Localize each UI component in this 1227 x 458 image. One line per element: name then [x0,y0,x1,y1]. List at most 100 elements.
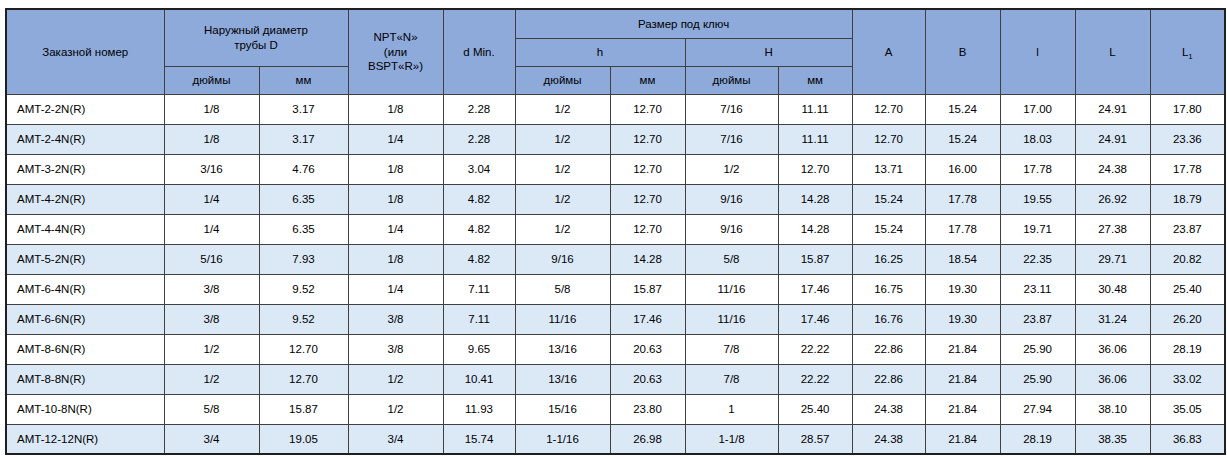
table-cell: 38.35 [1075,424,1150,454]
table-cell: 9.52 [259,304,348,334]
table-cell: 13/16 [515,364,610,394]
table-cell: 35.05 [1150,394,1225,424]
table-cell: 18.54 [925,244,1000,274]
order-number-cell: AMT-8-8N(R) [6,364,164,394]
table-cell: 24.38 [852,394,925,424]
table-cell: 23.11 [1000,274,1075,304]
header-npt: NPT«N» (или BSPT«R») [348,9,443,94]
table-cell: 1/4 [348,274,443,304]
header-b: B [925,9,1000,94]
table-cell: 1/2 [348,364,443,394]
table-cell: 3/4 [164,424,259,454]
table-cell: 20.63 [610,364,685,394]
table-row: AMT-4-2N(R)1/46.351/84.821/212.709/1614.… [6,184,1225,214]
table-cell: 17.00 [1000,94,1075,124]
table-cell: 9/16 [685,184,778,214]
table-cell: 15.87 [610,274,685,304]
table-row: AMT-12-12N(R)3/419.053/415.741-1/1626.98… [6,424,1225,454]
order-number-cell: AMT-5-2N(R) [6,244,164,274]
header-h-cap: H [685,38,852,66]
table-cell: 16.00 [925,154,1000,184]
table-cell: 3/8 [348,304,443,334]
table-cell: 25.40 [1150,274,1225,304]
table-cell: 27.94 [1000,394,1075,424]
table-cell: 21.84 [925,334,1000,364]
table-row: AMT-5-2N(R)5/167.931/84.829/1614.285/815… [6,244,1225,274]
table-cell: 7.11 [443,304,515,334]
table-cell: 6.35 [259,184,348,214]
table-cell: 25.40 [778,394,852,424]
table-cell: 17.46 [778,274,852,304]
table-cell: 24.91 [1075,124,1150,154]
table-cell: 1/8 [348,184,443,214]
table-row: AMT-2-4N(R)1/83.171/42.281/212.707/1611.… [6,124,1225,154]
table-cell: 5/8 [515,274,610,304]
table-cell: 22.22 [778,364,852,394]
table-cell: 1/8 [164,124,259,154]
table-cell: 15.24 [925,94,1000,124]
table-cell: 23.80 [610,394,685,424]
table-cell: 26.20 [1150,304,1225,334]
table-row: AMT-2-2N(R)1/83.171/82.281/212.707/1611.… [6,94,1225,124]
table-cell: 5/8 [164,394,259,424]
table-cell: 19.55 [1000,184,1075,214]
table-cell: 4.82 [443,244,515,274]
table-cell: 16.76 [852,304,925,334]
table-cell: 1/2 [164,364,259,394]
header-l-small: l [1000,9,1075,94]
table-cell: 9/16 [515,244,610,274]
table-cell: 3/16 [164,154,259,184]
table-cell: 22.86 [852,364,925,394]
table-cell: 23.87 [1000,304,1075,334]
table-cell: 24.91 [1075,94,1150,124]
table-row: AMT-8-6N(R)1/212.703/89.6513/1620.637/82… [6,334,1225,364]
table-cell: 1-1/8 [685,424,778,454]
table-cell: 11.93 [443,394,515,424]
table-cell: 5/16 [164,244,259,274]
table-cell: 22.35 [1000,244,1075,274]
table-cell: 3/8 [164,304,259,334]
table-cell: 11/16 [685,304,778,334]
table-cell: 1/8 [348,154,443,184]
table-row: AMT-8-8N(R)1/212.701/210.4113/1620.637/8… [6,364,1225,394]
table-cell: 20.63 [610,334,685,364]
table-cell: 19.05 [259,424,348,454]
table-cell: 7/16 [685,124,778,154]
table-cell: 26.92 [1075,184,1150,214]
header-a: A [852,9,925,94]
table-cell: 17.78 [925,184,1000,214]
table-row: AMT-4-4N(R)1/46.351/44.821/212.709/1614.… [6,214,1225,244]
table-cell: 15.87 [778,244,852,274]
table-cell: 28.19 [1150,334,1225,364]
table-cell: 23.36 [1150,124,1225,154]
table-cell: 17.78 [1000,154,1075,184]
table-cell: 12.70 [610,214,685,244]
table-cell: 17.46 [610,304,685,334]
table-cell: 11/16 [515,304,610,334]
table-cell: 7.11 [443,274,515,304]
table-cell: 31.24 [1075,304,1150,334]
table-cell: 21.84 [925,424,1000,454]
table-cell: 3/4 [348,424,443,454]
table-cell: 13.71 [852,154,925,184]
header-l1-sub: 1 [1188,52,1192,61]
table-cell: 19.30 [925,274,1000,304]
table-cell: 1/2 [685,154,778,184]
table-cell: 22.22 [778,334,852,364]
table-cell: 3/8 [164,274,259,304]
table-cell: 15.74 [443,424,515,454]
table-cell: 1/2 [515,154,610,184]
header-l1: L1 [1150,9,1225,94]
table-cell: 26.98 [610,424,685,454]
header-order-number: Заказной номер [6,9,164,94]
table-cell: 1/4 [348,214,443,244]
table-cell: 9.65 [443,334,515,364]
table-cell: 4.82 [443,214,515,244]
table-cell: 12.70 [610,94,685,124]
header-l-cap: L [1075,9,1150,94]
table-cell: 33.02 [1150,364,1225,394]
table-cell: 1/2 [515,214,610,244]
table-cell: 11/16 [685,274,778,304]
table-cell: 1/2 [348,394,443,424]
table-cell: 12.70 [259,334,348,364]
